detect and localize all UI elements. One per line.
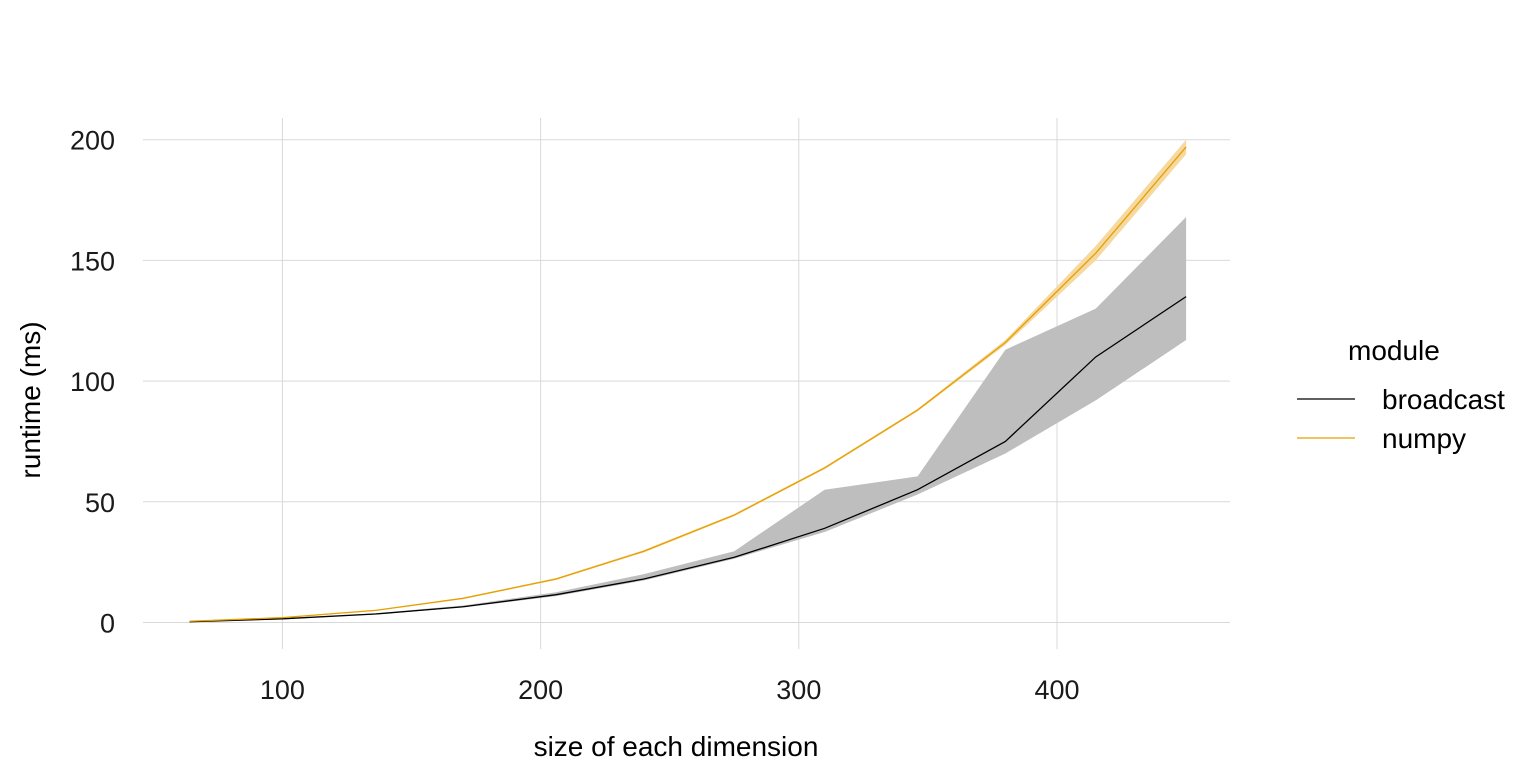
line-broadcast	[189, 296, 1187, 623]
x-tick-300: 300	[776, 675, 821, 705]
x-tick-400: 400	[1034, 675, 1079, 705]
legend-title: module	[1348, 335, 1440, 366]
gridlines	[143, 118, 1230, 649]
y-tick-0: 0	[100, 608, 115, 638]
legend-label-numpy: numpy	[1382, 423, 1466, 454]
x-tick-200: 200	[518, 675, 563, 705]
y-tick-50: 50	[85, 488, 115, 518]
y-axis-title: runtime (ms)	[15, 321, 46, 478]
x-tick-100: 100	[260, 675, 305, 705]
line-numpy	[189, 146, 1187, 622]
legend: module broadcast numpy	[1297, 335, 1505, 454]
x-axis-title: size of each dimension	[534, 731, 819, 762]
band-broadcast	[189, 216, 1187, 622]
series-lines	[189, 146, 1187, 623]
y-tick-100: 100	[70, 367, 115, 397]
legend-label-broadcast: broadcast	[1382, 384, 1505, 415]
y-tick-200: 200	[70, 126, 115, 156]
y-tick-150: 150	[70, 246, 115, 276]
confidence-bands	[189, 139, 1187, 622]
x-tick-labels: 100 200 300 400	[260, 675, 1080, 705]
y-tick-labels: 0 50 100 150 200	[70, 126, 115, 639]
